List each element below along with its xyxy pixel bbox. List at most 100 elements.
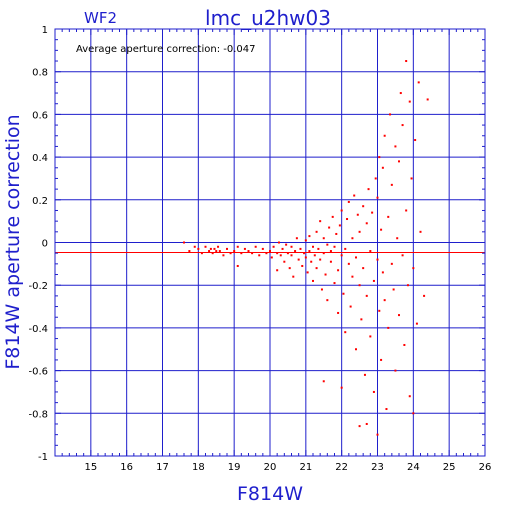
data-point xyxy=(317,247,320,250)
data-point xyxy=(297,258,300,261)
data-point xyxy=(371,211,374,214)
data-point xyxy=(365,422,368,425)
data-point xyxy=(283,260,286,263)
data-point xyxy=(276,252,279,255)
data-point xyxy=(376,433,379,436)
data-point xyxy=(333,245,336,248)
data-point xyxy=(328,226,331,229)
x-tick-label: 21 xyxy=(299,462,312,473)
y-tick-label: -0.4 xyxy=(28,324,48,335)
data-point xyxy=(358,425,361,428)
data-point xyxy=(213,247,216,250)
data-point xyxy=(200,252,203,255)
data-point xyxy=(319,258,322,261)
data-point xyxy=(374,177,377,180)
data-point xyxy=(417,81,420,84)
data-point xyxy=(229,252,232,255)
data-point xyxy=(233,250,236,253)
data-point xyxy=(319,220,322,223)
y-tick-label: 0.2 xyxy=(32,196,48,207)
data-point xyxy=(329,250,332,253)
data-point xyxy=(344,331,347,334)
data-point xyxy=(403,343,406,346)
x-tick-label: 26 xyxy=(479,462,492,473)
data-point xyxy=(303,252,306,255)
x-tick-label: 18 xyxy=(192,462,205,473)
data-point xyxy=(362,205,365,208)
data-point xyxy=(396,237,399,240)
data-point xyxy=(218,250,221,253)
data-point xyxy=(383,134,386,137)
data-point xyxy=(285,243,288,246)
x-axis-label: F814W xyxy=(237,483,303,505)
x-tick-label: 16 xyxy=(120,462,133,473)
data-point xyxy=(360,318,363,321)
data-point xyxy=(290,245,293,248)
data-point xyxy=(401,124,404,127)
data-point xyxy=(217,245,220,248)
data-point xyxy=(347,200,350,203)
data-point xyxy=(281,247,284,250)
data-point xyxy=(331,215,334,218)
data-point xyxy=(406,284,409,287)
data-point xyxy=(380,228,383,231)
data-point xyxy=(254,245,257,248)
x-tick-label: 25 xyxy=(443,462,456,473)
data-point xyxy=(351,275,354,278)
data-point xyxy=(398,160,400,163)
data-point xyxy=(310,260,313,263)
data-point xyxy=(358,284,361,287)
data-point xyxy=(197,247,200,250)
data-point xyxy=(346,218,349,221)
data-point xyxy=(209,247,212,250)
data-point xyxy=(335,232,338,235)
data-point xyxy=(329,260,332,263)
y-tick-label: 0.8 xyxy=(32,68,48,79)
chart-subtitle: WF2 xyxy=(84,9,117,27)
data-point xyxy=(398,314,400,317)
data-point xyxy=(378,156,381,159)
data-point xyxy=(389,113,392,116)
data-point xyxy=(349,305,352,308)
data-point xyxy=(412,267,415,270)
data-point xyxy=(381,166,384,169)
data-point xyxy=(193,245,196,248)
data-point xyxy=(265,252,268,255)
data-point xyxy=(222,254,225,257)
average-correction-annotation: Average aperture correction: -0.047 xyxy=(76,44,256,55)
data-point xyxy=(236,245,239,248)
data-point xyxy=(312,279,314,282)
data-point xyxy=(340,254,343,257)
data-point xyxy=(226,247,228,250)
data-point xyxy=(337,311,340,314)
x-tick-label: 24 xyxy=(407,462,420,473)
grid-lines xyxy=(55,29,485,456)
data-point xyxy=(369,250,372,253)
data-points xyxy=(183,60,429,436)
data-point xyxy=(358,230,361,233)
data-point xyxy=(276,269,279,272)
data-point xyxy=(365,294,368,297)
data-point xyxy=(288,267,291,270)
y-tick-label: 0.6 xyxy=(32,110,48,121)
data-point xyxy=(344,247,347,250)
data-point xyxy=(294,250,297,253)
data-point xyxy=(405,60,408,63)
data-point xyxy=(365,222,368,225)
x-tick-label: 20 xyxy=(264,462,277,473)
data-point xyxy=(211,252,214,255)
data-point xyxy=(412,412,415,415)
data-point xyxy=(394,369,397,372)
data-point xyxy=(322,380,325,383)
data-point xyxy=(363,373,366,376)
data-point xyxy=(240,252,243,255)
data-point xyxy=(286,252,289,255)
data-point xyxy=(401,254,404,257)
data-point xyxy=(204,245,207,248)
data-point xyxy=(372,279,375,282)
data-point xyxy=(306,271,309,274)
y-axis-label: F814W aperture correction xyxy=(2,114,24,369)
data-point xyxy=(387,215,390,218)
data-point xyxy=(290,254,293,257)
